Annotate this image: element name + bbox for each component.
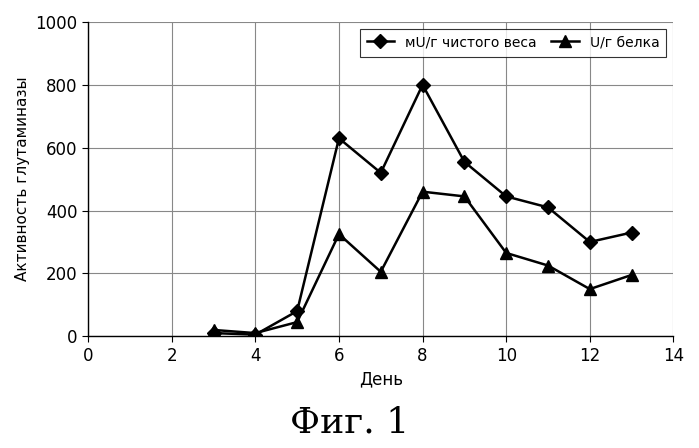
U/г белка — [335, 232, 343, 237]
U/г белка — [419, 189, 427, 194]
Y-axis label: Активность глутаминазы: Активность глутаминазы — [15, 77, 30, 281]
мU/г чистого веса — [628, 230, 636, 235]
U/г белка — [502, 250, 510, 256]
мU/г чистого веса — [502, 194, 510, 199]
мU/г чистого веса — [293, 308, 301, 314]
Line: мU/г чистого веса: мU/г чистого веса — [209, 80, 637, 340]
U/г белка — [377, 269, 385, 275]
Text: Фиг. 1: Фиг. 1 — [290, 405, 409, 439]
U/г белка — [586, 286, 594, 292]
мU/г чистого веса — [460, 159, 468, 164]
U/г белка — [460, 194, 468, 199]
U/г белка — [293, 319, 301, 325]
мU/г чистого веса — [544, 205, 552, 210]
мU/г чистого веса — [419, 82, 427, 87]
Legend: мU/г чистого веса, U/г белка: мU/г чистого веса, U/г белка — [359, 29, 666, 57]
U/г белка — [628, 272, 636, 278]
мU/г чистого веса — [209, 330, 217, 336]
U/г белка — [544, 263, 552, 268]
мU/г чистого веса — [377, 170, 385, 176]
X-axis label: День: День — [359, 370, 403, 388]
Line: U/г белка: U/г белка — [208, 185, 638, 339]
мU/г чистого веса — [251, 332, 259, 337]
мU/г чистого веса — [586, 239, 594, 245]
U/г белка — [251, 330, 259, 336]
U/г белка — [209, 327, 217, 332]
мU/г чистого веса — [335, 136, 343, 141]
